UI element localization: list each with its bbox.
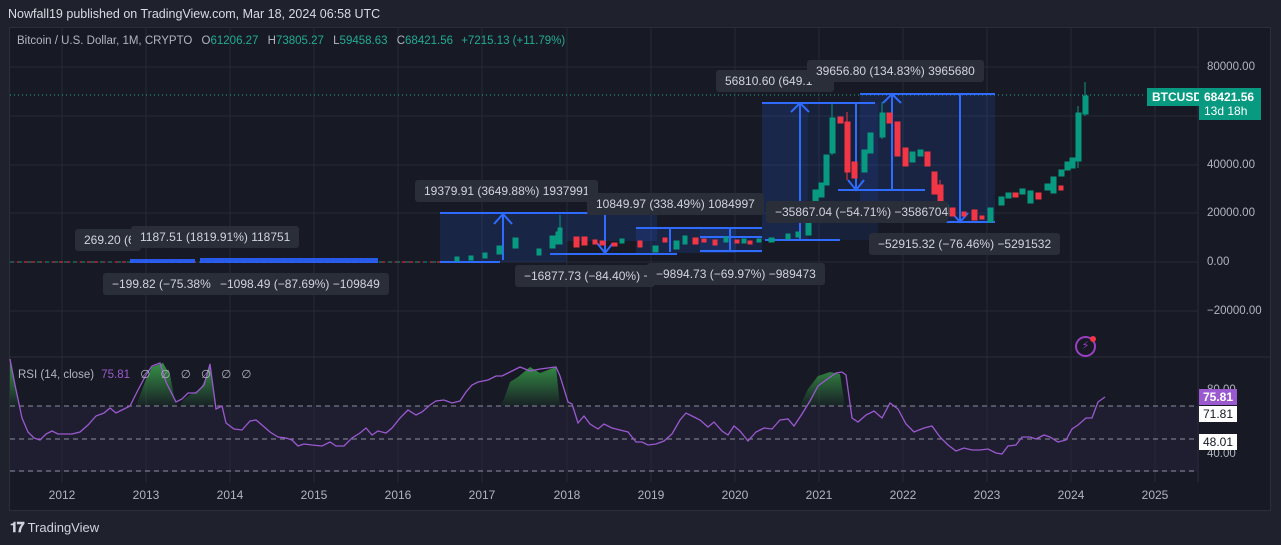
- symbol-name: Bitcoin / U.S. Dollar, 1M, CRYPTO: [17, 35, 193, 47]
- measurement-label[interactable]: −16877.73 (−84.40%) −1: [515, 265, 655, 287]
- price-tick: 40000.00: [1207, 159, 1255, 171]
- measurement-label[interactable]: 10849.97 (338.49%) 1084997: [587, 193, 764, 215]
- high-value: 73805.27: [275, 35, 324, 47]
- time-tick: 2021: [805, 488, 833, 502]
- change-value: +7215.13 (+11.79%): [461, 35, 566, 47]
- footer-brand[interactable]: 𝟏𝟕 TradingView: [10, 519, 99, 536]
- time-tick: 2014: [216, 488, 244, 502]
- measurement-label[interactable]: −52915.32 (−76.46%) −5291532: [869, 233, 1061, 255]
- rsi-upper-tag: 71.81: [1199, 406, 1238, 422]
- rsi-legend[interactable]: RSI (14, close) 75.81 ∅ ∅ ∅ ∅ ∅ ∅: [18, 369, 252, 381]
- symbol-legend[interactable]: Bitcoin / U.S. Dollar, 1M, CRYPTO O61206…: [17, 35, 566, 47]
- measurement-label[interactable]: 56810.60 (649.1: [716, 70, 834, 92]
- time-tick: 2024: [1057, 488, 1085, 502]
- time-tick: 2019: [637, 488, 665, 502]
- candlesticks[interactable]: [454, 82, 1089, 262]
- notification-dot-icon: [1090, 336, 1096, 342]
- time-tick: 2020: [721, 488, 749, 502]
- rsi-tick: 40.00: [1207, 448, 1236, 460]
- measurement-label[interactable]: 19379.91 (3649.88%) 1937991: [415, 180, 599, 202]
- rsi-value-tag: 75.81: [1199, 389, 1238, 405]
- measurement-label[interactable]: −199.82 (−75.38%): [103, 273, 224, 295]
- measurement-lines: [440, 92, 995, 263]
- time-tick: 2016: [384, 488, 412, 502]
- measurement-label[interactable]: 39656.80 (134.83%) 3965680: [807, 60, 984, 82]
- measurement-label[interactable]: −9894.73 (−69.97%) −989473: [647, 263, 825, 285]
- price-tick: −20000.00: [1207, 305, 1262, 317]
- rsi-middle-tag: 48.01: [1199, 434, 1238, 450]
- rsi-title: RSI (14, close): [18, 369, 95, 381]
- brand-name: TradingView: [27, 520, 100, 535]
- time-tick: 2025: [1141, 488, 1169, 502]
- time-tick: 2012: [48, 488, 76, 502]
- measurement-label[interactable]: −35867.04 (−54.71%) −3586704: [766, 201, 948, 223]
- time-tick: 2023: [973, 488, 1001, 502]
- price-tick: 20000.00: [1207, 207, 1255, 219]
- bar-countdown: 13d 18h: [1204, 104, 1248, 118]
- time-tick: 2018: [553, 488, 581, 502]
- time-tick: 2017: [468, 488, 496, 502]
- rsi-value: 75.81: [101, 369, 131, 381]
- rsi-line: [9, 358, 1106, 455]
- lightning-alert-icon[interactable]: ⚡: [1075, 336, 1096, 357]
- last-price-tag: 68421.56 13d 18h: [1199, 88, 1261, 120]
- measurement-label[interactable]: −1098.49 (−87.69%) −109849: [211, 273, 389, 295]
- measurement-label[interactable]: 1187.51 (1819.91%) 118751: [131, 226, 300, 248]
- close-value: 68421.56: [405, 35, 453, 47]
- price-tick: 0.00: [1207, 256, 1230, 268]
- measurement-label[interactable]: 269.20 (6: [75, 229, 141, 251]
- time-tick: 2022: [889, 488, 917, 502]
- low-value: 59458.63: [339, 35, 388, 47]
- tradingview-logo-icon: 𝟏𝟕: [10, 519, 25, 535]
- time-tick: 2013: [132, 488, 160, 502]
- time-tick: 2015: [300, 488, 328, 502]
- open-value: 61206.27: [210, 35, 259, 47]
- price-tick: 80000.00: [1207, 61, 1255, 73]
- publish-info: Nowfall19 published on TradingView.com, …: [8, 7, 381, 21]
- symbol-tag: BTCUSD: [1147, 88, 1207, 106]
- last-price: 68421.56: [1204, 90, 1255, 104]
